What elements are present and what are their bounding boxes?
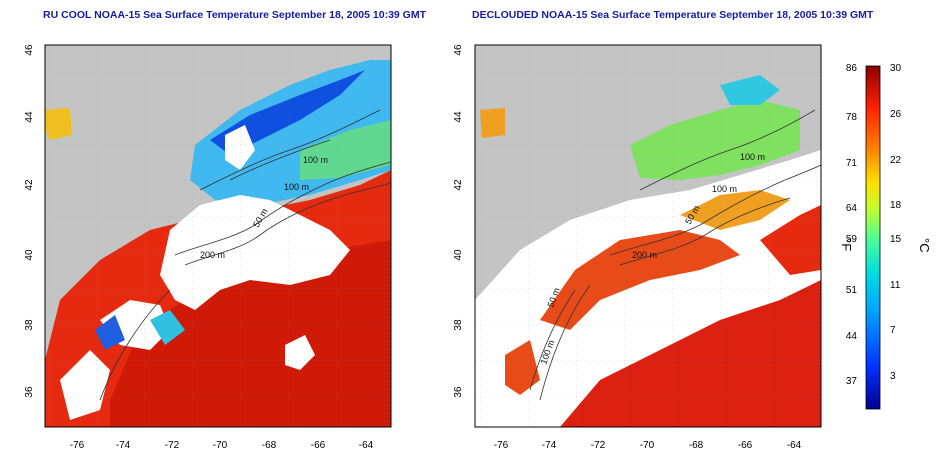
y-tick-label: 42 xyxy=(24,179,35,191)
x-tick-label: -66 xyxy=(311,440,326,451)
right-map-frame xyxy=(474,44,822,428)
c-tick-label: 3 xyxy=(890,371,896,382)
contour-label: 100 m xyxy=(284,182,309,192)
left-panel-title: RU COOL NOAA-15 Sea Surface Temperature … xyxy=(43,9,427,21)
f-tick-label: 37 xyxy=(846,376,858,387)
contour-label: 200 m xyxy=(200,250,225,260)
x-tick-label: -74 xyxy=(542,440,557,451)
y-tick-label: 42 xyxy=(453,179,464,191)
c-tick-label: 22 xyxy=(890,155,902,166)
x-tick-label: -64 xyxy=(359,440,374,451)
y-tick-label: 44 xyxy=(24,111,35,123)
celsius-unit-label: °C xyxy=(917,238,932,253)
x-tick-label: -74 xyxy=(116,440,131,451)
f-tick-label: 44 xyxy=(846,331,858,342)
y-tick-label: 40 xyxy=(24,249,35,261)
f-tick-label: 64 xyxy=(846,203,858,214)
x-tick-label: -72 xyxy=(165,440,180,451)
c-tick-label: 26 xyxy=(890,109,902,120)
f-tick-label: 86 xyxy=(846,63,858,74)
right-map-image xyxy=(475,45,821,427)
left-x-axis: -76 -74 -72 -70 -68 -66 -64 xyxy=(70,440,374,451)
f-tick-label: 71 xyxy=(846,158,858,169)
right-x-axis: -76 -74 -72 -70 -68 -66 -64 xyxy=(494,440,802,451)
colorbar-celsius-ticks: 30 26 22 18 15 11 7 3 xyxy=(890,63,902,382)
contour-label: 100 m xyxy=(712,184,737,194)
f-tick-label: 59 xyxy=(846,234,858,245)
y-tick-label: 38 xyxy=(453,319,464,331)
contour-label: 200 m xyxy=(632,250,657,260)
left-y-axis: 36 38 40 42 44 46 xyxy=(24,44,35,398)
right-y-axis: 36 38 40 42 44 46 xyxy=(453,44,464,398)
x-tick-label: -66 xyxy=(738,440,753,451)
c-tick-label: 15 xyxy=(890,234,902,245)
left-map-frame xyxy=(44,44,392,428)
c-tick-label: 11 xyxy=(890,280,901,291)
x-tick-label: -76 xyxy=(70,440,85,451)
left-map-image xyxy=(45,45,391,427)
x-tick-label: -68 xyxy=(262,440,277,451)
x-tick-label: -76 xyxy=(494,440,509,451)
c-tick-label: 7 xyxy=(890,325,896,336)
colorbar xyxy=(865,65,881,410)
graticule xyxy=(475,45,821,427)
y-tick-label: 38 xyxy=(24,319,35,331)
contour-label: 100 m xyxy=(740,152,765,162)
contour-label: 100 m xyxy=(303,155,328,165)
x-tick-label: -72 xyxy=(591,440,606,451)
y-tick-label: 46 xyxy=(24,44,35,56)
f-tick-label: 51 xyxy=(846,285,858,296)
x-tick-label: -70 xyxy=(640,440,655,451)
y-tick-label: 36 xyxy=(453,386,464,398)
f-tick-label: 78 xyxy=(846,112,858,123)
c-tick-label: 30 xyxy=(890,63,902,74)
graticule xyxy=(45,45,391,427)
y-tick-label: 36 xyxy=(24,386,35,398)
x-tick-label: -70 xyxy=(213,440,228,451)
right-panel-title: DECLOUDED NOAA-15 Sea Surface Temperatur… xyxy=(472,9,874,21)
y-tick-label: 40 xyxy=(453,249,464,261)
c-tick-label: 18 xyxy=(890,200,902,211)
x-tick-label: -64 xyxy=(787,440,802,451)
x-tick-label: -68 xyxy=(689,440,704,451)
colorbar-fahrenheit-ticks: 86 78 71 64 59 51 44 37 xyxy=(846,63,858,387)
y-tick-label: 44 xyxy=(453,111,464,123)
fahrenheit-unit-label: °F xyxy=(839,238,854,251)
y-tick-label: 46 xyxy=(453,44,464,56)
